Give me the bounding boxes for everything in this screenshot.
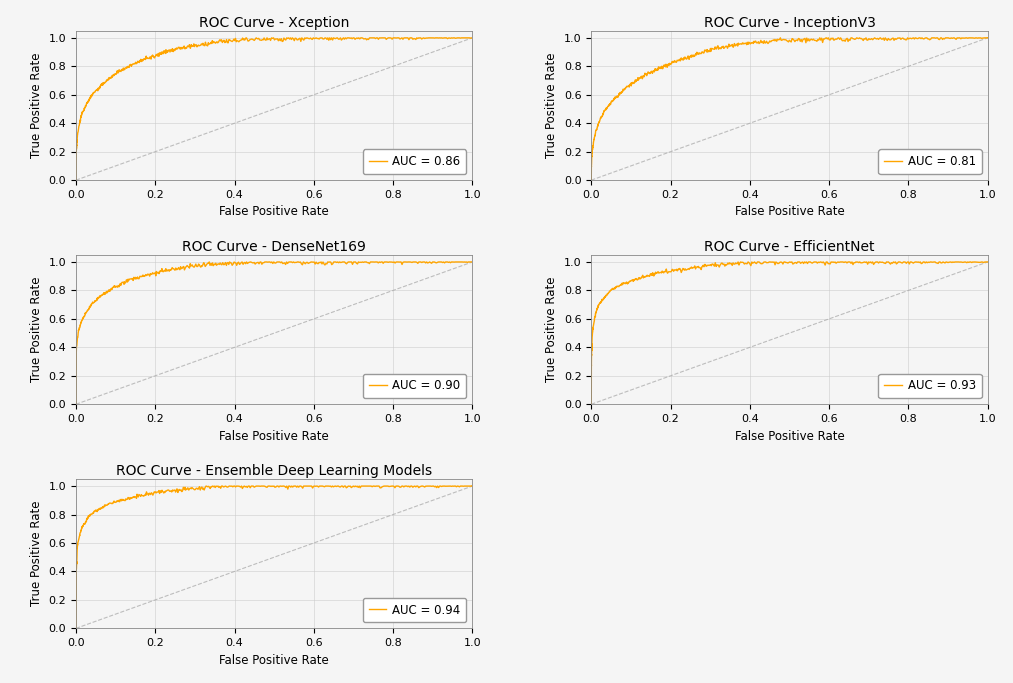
AUC = 0.90 [103,288,115,296]
AUC = 0.93 [982,258,994,266]
AUC = 0.94 [70,624,82,632]
AUC = 0.86 [237,36,249,44]
AUC = 0.81 [757,38,769,46]
Legend: AUC = 0.81: AUC = 0.81 [878,150,982,174]
Y-axis label: True Positive Rate: True Positive Rate [30,501,43,607]
X-axis label: False Positive Rate: False Positive Rate [734,206,845,219]
AUC = 0.94 [70,570,82,579]
AUC = 0.86 [105,74,118,82]
Legend: AUC = 0.86: AUC = 0.86 [363,150,466,174]
AUC = 0.86 [240,33,252,42]
AUC = 0.94 [233,482,245,490]
Line: AUC = 0.90: AUC = 0.90 [76,262,472,404]
AUC = 0.93 [734,258,747,266]
AUC = 0.90 [233,260,245,268]
AUC = 0.86 [70,176,82,184]
AUC = 0.90 [92,295,104,303]
Title: ROC Curve - EfficientNet: ROC Curve - EfficientNet [704,240,875,253]
AUC = 0.93 [602,290,614,298]
Line: AUC = 0.86: AUC = 0.86 [76,38,472,180]
Title: ROC Curve - DenseNet169: ROC Curve - DenseNet169 [182,240,366,253]
AUC = 0.81 [982,33,994,42]
AUC = 0.93 [600,292,612,301]
AUC = 0.81 [628,79,640,87]
AUC = 0.86 [114,68,127,76]
AUC = 0.90 [204,258,216,266]
Y-axis label: True Positive Rate: True Positive Rate [545,277,558,382]
AUC = 0.94 [91,507,103,515]
AUC = 0.81 [631,76,643,85]
X-axis label: False Positive Rate: False Positive Rate [734,430,845,443]
Y-axis label: True Positive Rate: True Positive Rate [545,53,558,158]
AUC = 0.86 [466,33,478,42]
AUC = 0.94 [200,482,212,490]
Line: AUC = 0.93: AUC = 0.93 [592,262,988,404]
Legend: AUC = 0.90: AUC = 0.90 [363,374,466,398]
AUC = 0.93 [586,346,598,354]
Title: ROC Curve - Ensemble Deep Learning Models: ROC Curve - Ensemble Deep Learning Model… [116,464,433,478]
AUC = 0.86 [239,36,251,44]
AUC = 0.81 [592,121,604,129]
Line: AUC = 0.81: AUC = 0.81 [592,38,988,180]
AUC = 0.93 [610,283,622,292]
X-axis label: False Positive Rate: False Positive Rate [219,206,329,219]
AUC = 0.90 [70,346,82,354]
AUC = 0.86 [73,121,85,129]
AUC = 0.93 [586,400,598,408]
AUC = 0.94 [466,482,478,490]
AUC = 0.86 [102,74,114,82]
AUC = 0.90 [466,258,478,266]
AUC = 0.93 [749,258,761,266]
AUC = 0.81 [640,72,652,80]
AUC = 0.94 [231,482,243,490]
AUC = 0.81 [774,33,786,42]
Y-axis label: True Positive Rate: True Positive Rate [30,53,43,158]
AUC = 0.93 [751,260,763,268]
Line: AUC = 0.94: AUC = 0.94 [76,486,472,628]
Legend: AUC = 0.94: AUC = 0.94 [363,598,466,622]
Y-axis label: True Positive Rate: True Positive Rate [30,277,43,382]
AUC = 0.81 [758,37,770,45]
Title: ROC Curve - Xception: ROC Curve - Xception [199,16,349,29]
AUC = 0.94 [82,512,94,520]
Legend: AUC = 0.93: AUC = 0.93 [878,374,982,398]
AUC = 0.94 [81,515,93,523]
AUC = 0.81 [586,176,598,184]
AUC = 0.90 [235,258,247,266]
Title: ROC Curve - InceptionV3: ROC Curve - InceptionV3 [704,16,875,29]
X-axis label: False Positive Rate: False Positive Rate [219,654,329,667]
AUC = 0.90 [94,293,106,301]
AUC = 0.90 [70,400,82,408]
X-axis label: False Positive Rate: False Positive Rate [219,430,329,443]
